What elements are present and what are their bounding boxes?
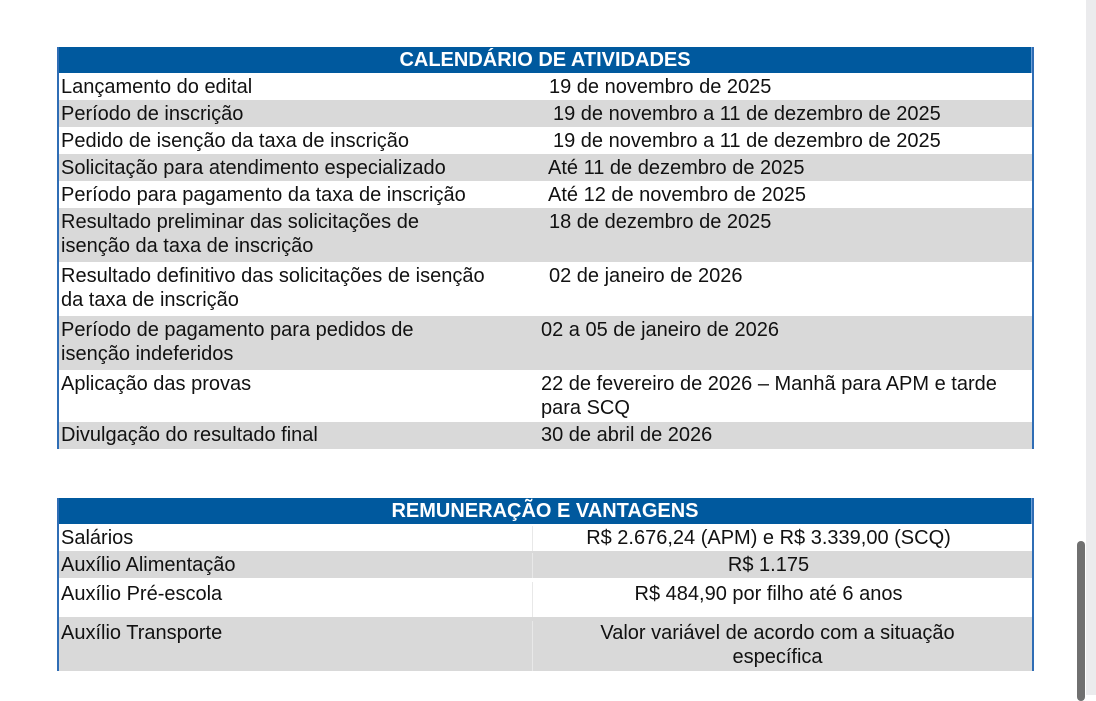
table-row: Salários R$ 2.676,24 (APM) e R$ 3.339,00…: [59, 524, 1032, 551]
date-cell: 22 de fevereiro de 2026 – Manhã para APM…: [541, 373, 997, 419]
calendar-title: CALENDÁRIO DE ATIVIDADES: [59, 47, 1032, 73]
activity-cell: Resultado preliminar das solicitações de…: [61, 211, 419, 257]
activity-cell: Período para pagamento da taxa de inscri…: [61, 184, 466, 206]
date-cell: 19 de novembro de 2025: [549, 76, 772, 98]
item-cell: Auxílio Pré-escola: [59, 582, 533, 617]
value-cell: R$ 484,90 por filho até 6 anos: [634, 583, 903, 605]
scrollbar-thumb[interactable]: [1077, 541, 1085, 701]
item-cell: Salários: [59, 526, 533, 551]
remuneration-title: REMUNERAÇÃO E VANTAGENS: [59, 498, 1032, 524]
activity-cell: Período de pagamento para pedidos de ise…: [61, 319, 414, 365]
item-cell: Auxílio Alimentação: [59, 553, 533, 578]
table-row: Pedido de isenção da taxa de inscrição 1…: [59, 127, 1032, 154]
activity-cell: Pedido de isenção da taxa de inscrição: [61, 130, 410, 152]
date-cell: 18 de dezembro de 2025: [549, 211, 772, 233]
date-cell: 30 de abril de 2026: [541, 424, 713, 446]
activity-cell: Resultado definitivo das solicitações de…: [61, 265, 485, 311]
table-row: Período para pagamento da taxa de inscri…: [59, 181, 1032, 208]
table-row: Aplicação das provas 22 de fevereiro de …: [59, 370, 1032, 422]
activity-cell: Divulgação do resultado final: [61, 424, 318, 446]
activity-cell: Período de inscrição: [61, 103, 244, 125]
table-row: Lançamento do edital 19 de novembro de 2…: [59, 73, 1032, 100]
date-cell: Até 11 de dezembro de 2025: [548, 157, 805, 179]
activity-cell: Lançamento do edital: [61, 76, 253, 98]
date-cell: 02 a 05 de janeiro de 2026: [541, 319, 779, 341]
table-row: Solicitação para atendimento especializa…: [59, 154, 1032, 181]
scrollbar-track[interactable]: [1086, 0, 1096, 695]
activity-cell: Solicitação para atendimento especializa…: [61, 157, 446, 179]
table-row: Resultado preliminar das solicitações de…: [59, 208, 1032, 262]
date-cell: 02 de janeiro de 2026: [549, 265, 743, 287]
value-cell: R$ 2.676,24 (APM) e R$ 3.339,00 (SCQ): [586, 527, 951, 549]
table-row: Auxílio Transporte Valor variável de aco…: [59, 617, 1032, 671]
table-row: Auxílio Pré-escola R$ 484,90 por filho a…: [59, 578, 1032, 617]
date-cell: 19 de novembro a 11 de dezembro de 2025: [553, 130, 941, 152]
value-cell: Valor variável de acordo com a situação …: [600, 622, 955, 668]
remuneration-table: REMUNERAÇÃO E VANTAGENS Salários R$ 2.67…: [57, 498, 1034, 671]
table-row: Período de pagamento para pedidos de ise…: [59, 316, 1032, 370]
table-row: Período de inscrição 19 de novembro a 11…: [59, 100, 1032, 127]
table-row: Divulgação do resultado final 30 de abri…: [59, 422, 1032, 449]
date-cell: Até 12 de novembro de 2025: [548, 184, 806, 206]
value-cell: R$ 1.175: [727, 554, 810, 576]
table-row: Resultado definitivo das solicitações de…: [59, 262, 1032, 316]
activity-cell: Aplicação das provas: [61, 373, 252, 395]
table-row: Auxílio Alimentação R$ 1.175: [59, 551, 1032, 578]
item-cell: Auxílio Transporte: [59, 621, 533, 671]
calendar-table: CALENDÁRIO DE ATIVIDADES Lançamento do e…: [57, 47, 1034, 449]
date-cell: 19 de novembro a 11 de dezembro de 2025: [553, 103, 941, 125]
